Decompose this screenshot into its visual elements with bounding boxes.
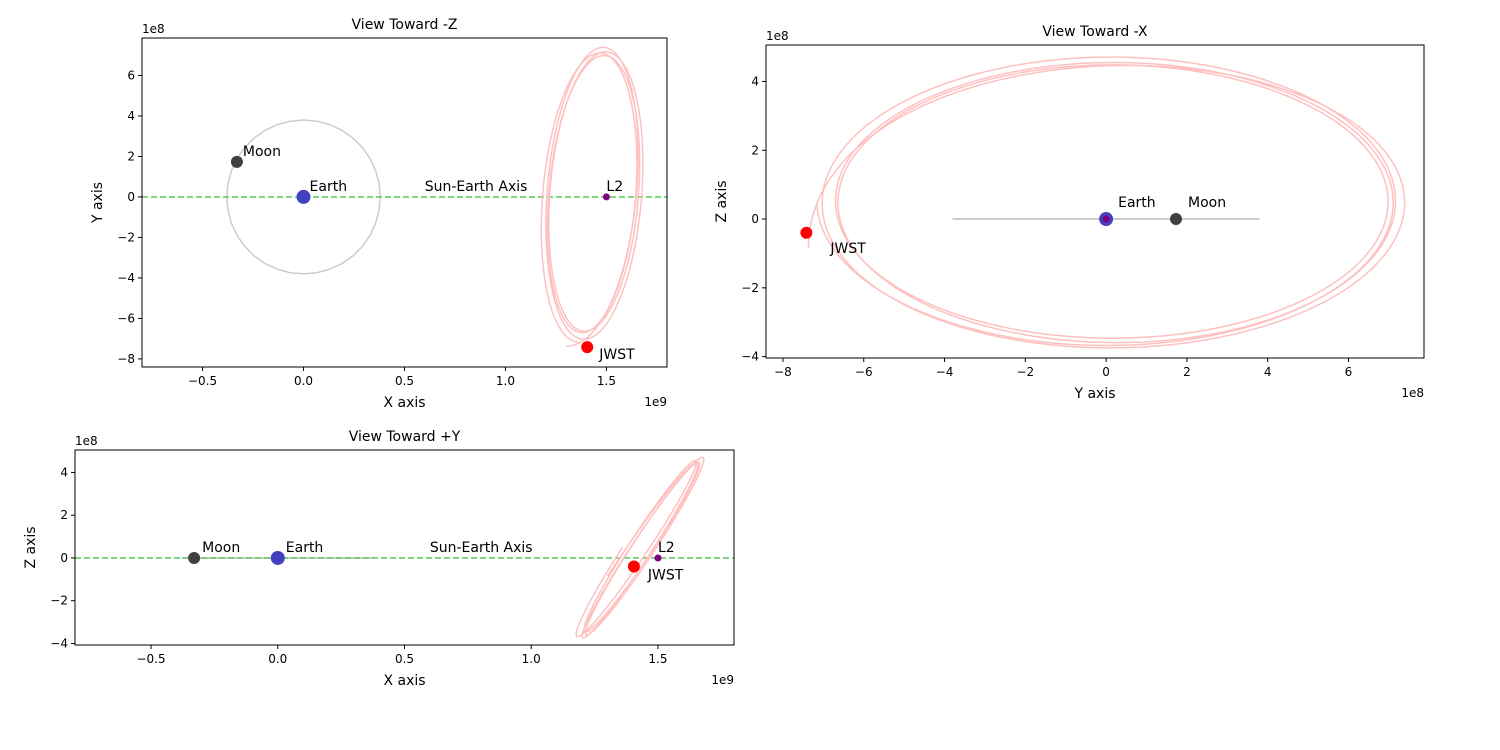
- x-tick-label: −2: [1016, 365, 1034, 379]
- x-offset-label: 1e9: [711, 673, 734, 687]
- jwst-trajectory: [540, 46, 644, 347]
- y-tick-label: −2: [50, 594, 68, 608]
- annotation-earth: Earth: [286, 540, 324, 556]
- subplot-title: View Toward -X: [1042, 24, 1148, 40]
- y-tick-label: −6: [117, 311, 135, 325]
- x-tick-label: 0: [1102, 365, 1110, 379]
- y-axis-label: Y axis: [90, 182, 106, 224]
- x-axis-label: Y axis: [1073, 386, 1115, 402]
- subplot-title: View Toward -Z: [352, 17, 458, 33]
- moon-marker: [1169, 213, 1182, 226]
- l2-marker: [654, 554, 662, 562]
- jwst-marker: [581, 341, 594, 354]
- x-tick-label: −0.5: [136, 652, 165, 666]
- y-tick-label: −2: [117, 230, 135, 244]
- plot-area: [75, 456, 734, 639]
- earth-marker: [296, 189, 311, 204]
- annotation-jwst: JWST: [598, 347, 635, 363]
- y-tick-label: 4: [127, 109, 135, 123]
- x-tick-label: −4: [936, 365, 954, 379]
- x-tick-label: 0.5: [395, 652, 414, 666]
- x-tick-label: 0.0: [294, 374, 313, 388]
- y-tick-label: 0: [751, 212, 759, 226]
- x-tick-label: 0.5: [395, 374, 414, 388]
- annotation-l2: L2: [606, 179, 623, 195]
- annotation-moon: Moon: [1188, 195, 1226, 211]
- y-axis-label: Z axis: [714, 180, 730, 222]
- annotation-l2: L2: [658, 540, 675, 556]
- annotation-moon: Moon: [243, 144, 281, 160]
- jwst-marker: [627, 560, 640, 573]
- subplot-view-toward-pos-y: Moon Earth Sun-Earth Axis L2 JWST −0.5 0.0 0.5 1…: [23, 429, 735, 689]
- moon-marker: [230, 155, 243, 168]
- y-tick-label: −4: [117, 271, 135, 285]
- x-tick-label: 4: [1264, 365, 1272, 379]
- y-offset-label: 1e8: [142, 22, 165, 36]
- y-tick-label: 0: [60, 551, 68, 565]
- moon-marker: [188, 551, 201, 564]
- x-tick-label: 0.0: [268, 652, 287, 666]
- x-tick-label: 1.5: [648, 652, 667, 666]
- y-tick-label: −8: [117, 352, 135, 366]
- x-tick-label: 6: [1345, 365, 1353, 379]
- y-tick-label: 6: [127, 68, 135, 82]
- x-offset-label: 1e9: [644, 395, 667, 409]
- axes-frame: [765, 44, 1425, 359]
- jwst-trajectory: [807, 56, 1406, 349]
- y-tick-label: 4: [751, 74, 759, 88]
- x-tick-label: −6: [855, 365, 873, 379]
- annotation-sun-earth-axis: Sun-Earth Axis: [425, 179, 528, 195]
- axes-frame: [74, 449, 735, 646]
- y-tick-label: 2: [127, 149, 135, 163]
- annotation-jwst: JWST: [829, 241, 866, 257]
- y-tick-label: 0: [127, 190, 135, 204]
- annotation-sun-earth-axis: Sun-Earth Axis: [430, 540, 533, 556]
- earth-marker: [270, 550, 285, 565]
- subplot-view-toward-neg-x: Earth Moon JWST −8 −6 −4 −2 0 2 4 6 −4 −2 0 2 4 View Tow…: [714, 24, 1425, 402]
- annotation-moon: Moon: [202, 540, 240, 556]
- y-offset-label: 1e8: [75, 434, 98, 448]
- jwst-marker: [800, 226, 813, 239]
- x-tick-label: 1.5: [597, 374, 616, 388]
- annotation-jwst: JWST: [647, 568, 684, 584]
- jwst-trajectory: [575, 456, 705, 639]
- y-tick-label: 2: [751, 143, 759, 157]
- x-tick-label: −0.5: [188, 374, 217, 388]
- x-tick-label: 1.0: [496, 374, 515, 388]
- plot-area: [142, 46, 667, 354]
- subplot-view-toward-neg-z: Moon Earth Sun-Earth Axis L2 JWST −0.5 0.0 0.5 1…: [90, 17, 668, 411]
- y-tick-label: −4: [741, 350, 759, 364]
- axes-frame: [141, 37, 668, 368]
- plot-area: [800, 56, 1406, 349]
- y-tick-label: 2: [60, 508, 68, 522]
- y-axis-label: Z axis: [23, 526, 39, 568]
- x-tick-label: −8: [774, 365, 792, 379]
- annotation-earth: Earth: [310, 179, 348, 195]
- x-offset-label: 1e8: [1401, 386, 1424, 400]
- l2-marker: [602, 193, 610, 201]
- subplot-title: View Toward +Y: [349, 429, 461, 445]
- y-tick-label: 4: [60, 465, 68, 479]
- annotation-earth: Earth: [1118, 195, 1156, 211]
- x-axis-label: X axis: [383, 395, 425, 411]
- y-offset-label: 1e8: [766, 29, 789, 43]
- x-tick-label: 2: [1183, 365, 1191, 379]
- x-axis-label: X axis: [383, 673, 425, 689]
- y-tick-label: −4: [50, 637, 68, 651]
- y-tick-label: −2: [741, 281, 759, 295]
- x-tick-label: 1.0: [522, 652, 541, 666]
- l2-marker: [1102, 215, 1110, 223]
